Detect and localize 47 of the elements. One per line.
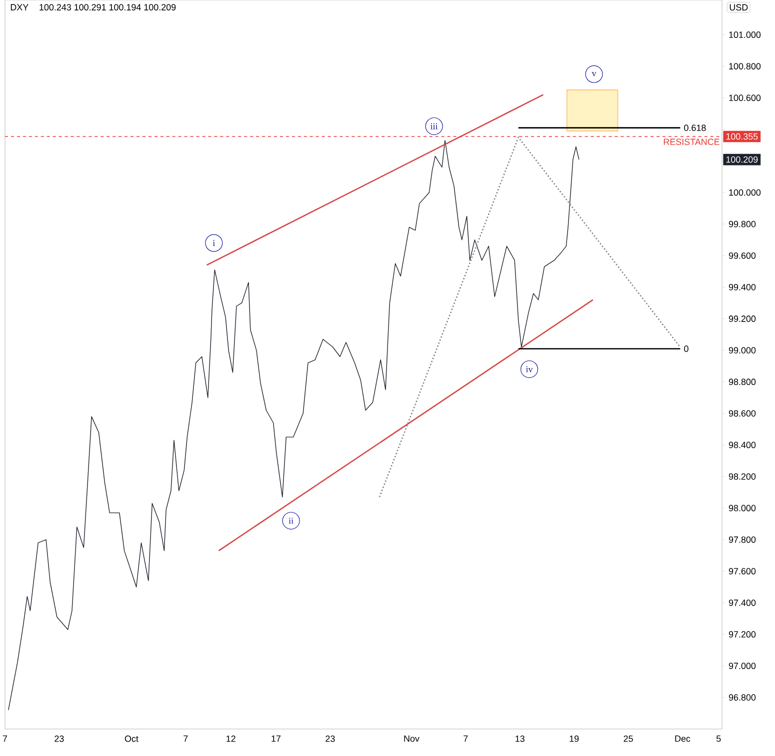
y-tick-label: 97.600 (728, 568, 756, 574)
x-tick-label: Dec (675, 736, 690, 742)
x-tick-label: 19 (570, 736, 579, 742)
annotation: iii (430, 123, 438, 130)
x-tick-label: 7 (464, 736, 468, 742)
text: USD (730, 4, 748, 11)
annotation: ii (288, 518, 294, 524)
x-tick-label: 25 (624, 736, 633, 742)
x-tick-label: Nov (404, 736, 420, 742)
y-tick-label: 98.600 (728, 410, 756, 417)
y-tick-label: 97.200 (728, 631, 756, 638)
y-tick-label: 100.600 (729, 94, 761, 102)
x-tick-label: 7 (2, 736, 8, 742)
y-tick-label: 100.800 (729, 63, 761, 70)
y-tick-label: 98.000 (728, 504, 756, 512)
y-tick-label: 96.800 (728, 694, 756, 701)
y-tick-label: 99.800 (728, 220, 756, 228)
y-tick-label: 98.200 (728, 473, 756, 480)
y-tick-label: 98.400 (728, 442, 756, 448)
y-tick-label: 97.400 (728, 600, 756, 606)
x-tick-label: Oct (124, 736, 138, 742)
annotation: v (592, 72, 596, 76)
y-tick-label: 99.600 (728, 252, 756, 259)
x-tick-label: 5 (716, 736, 721, 742)
ref-line-label: RESISTANCE (664, 138, 720, 146)
y-tick-label: 99.200 (728, 316, 756, 322)
series-label: 0.618 (684, 124, 706, 131)
y-tick-label: 97.800 (728, 536, 756, 543)
y-tick-label: 99.400 (728, 284, 756, 290)
y-tick-label: 97.000 (728, 662, 756, 670)
y-tick-label: 99.000 (728, 347, 756, 354)
y-tick-label: 98.800 (728, 378, 756, 386)
x-tick-label: 12 (226, 736, 236, 742)
text: 100.209 (726, 156, 758, 163)
y-tick-label: 100.000 (729, 189, 761, 196)
chart-subtitle: 100.243 100.291 100.194 100.209 (40, 4, 176, 10)
y-tick-label: 101.000 (729, 32, 761, 38)
x-tick-label: 13 (516, 736, 524, 742)
annotation: iv (526, 366, 533, 372)
annotation: i (212, 240, 215, 246)
x-tick-label: 23 (54, 736, 64, 742)
x-tick-label: 23 (326, 736, 335, 742)
x-tick-label: 17 (272, 736, 281, 742)
x-tick-label: 7 (184, 736, 188, 742)
chart-title: DXY (10, 4, 28, 10)
series-label: 0 (684, 346, 688, 352)
annotation: 100.355 (726, 133, 758, 140)
